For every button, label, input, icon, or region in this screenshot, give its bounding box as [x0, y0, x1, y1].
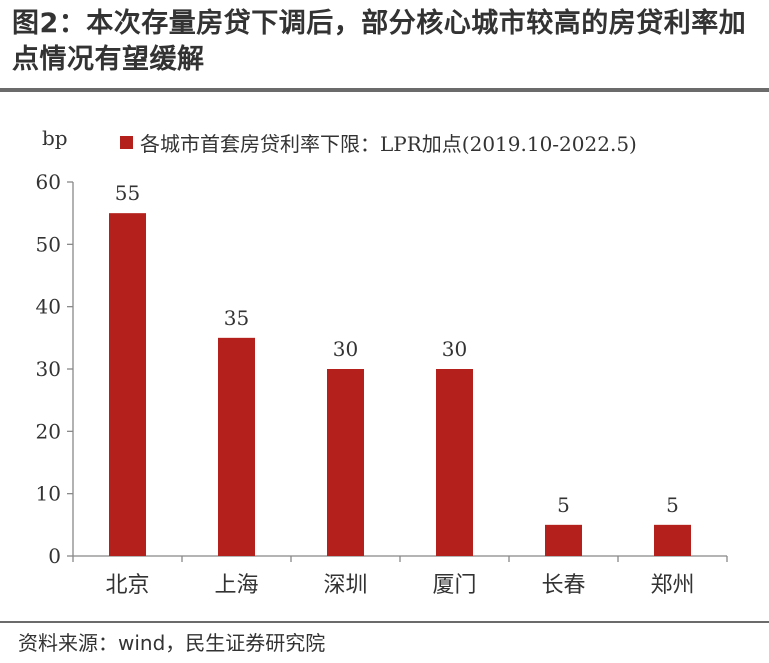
- bar: [327, 369, 364, 556]
- y-tick-label: 0: [48, 544, 61, 568]
- source-note: 资料来源：wind，民生证券研究院: [18, 631, 326, 655]
- source-divider: [0, 621, 769, 623]
- title-divider: [0, 88, 769, 92]
- data-label: 35: [224, 306, 249, 330]
- bar: [654, 524, 691, 556]
- bar: [218, 337, 255, 556]
- y-axis-unit-label: bp: [42, 126, 68, 150]
- legend-swatch: [120, 136, 133, 149]
- y-tick-label: 20: [36, 419, 61, 443]
- x-tick-label: 长春: [541, 573, 585, 598]
- figure-title: 图2：本次存量房贷下调后，部分核心城市较高的房贷利率加点情况有望缓解: [12, 8, 747, 75]
- legend-label: 各城市首套房贷利率下限：LPR加点(2019.10-2022.5): [140, 132, 637, 156]
- y-tick-label: 40: [36, 295, 61, 319]
- x-tick-label: 厦门: [432, 573, 476, 598]
- data-label: 30: [333, 337, 358, 361]
- data-label: 55: [115, 181, 140, 205]
- x-tick-label: 上海: [214, 573, 258, 598]
- bar: [436, 369, 473, 556]
- bar: [545, 524, 582, 556]
- x-tick-label: 北京: [105, 573, 149, 598]
- y-tick-label: 50: [36, 232, 61, 256]
- x-tick-label: 郑州: [650, 573, 694, 598]
- plot-area: 0 10 20 30 40 50 60 55 北京 35 上海 30 深圳 30 厦门 5 长春 5 郑州: [36, 170, 728, 598]
- bar-chart: bp 各城市首套房贷利率下限：LPR加点(2019.10-2022.5) 0 10…: [36, 126, 728, 598]
- legend: 各城市首套房贷利率下限：LPR加点(2019.10-2022.5): [120, 132, 637, 156]
- y-tick-label: 30: [36, 357, 61, 381]
- bar: [109, 213, 146, 556]
- y-tick-label: 60: [36, 170, 61, 194]
- y-tick-label: 10: [36, 482, 61, 506]
- data-label: 5: [666, 493, 679, 517]
- data-label: 5: [557, 493, 570, 517]
- data-label: 30: [442, 337, 467, 361]
- x-tick-label: 深圳: [323, 573, 367, 598]
